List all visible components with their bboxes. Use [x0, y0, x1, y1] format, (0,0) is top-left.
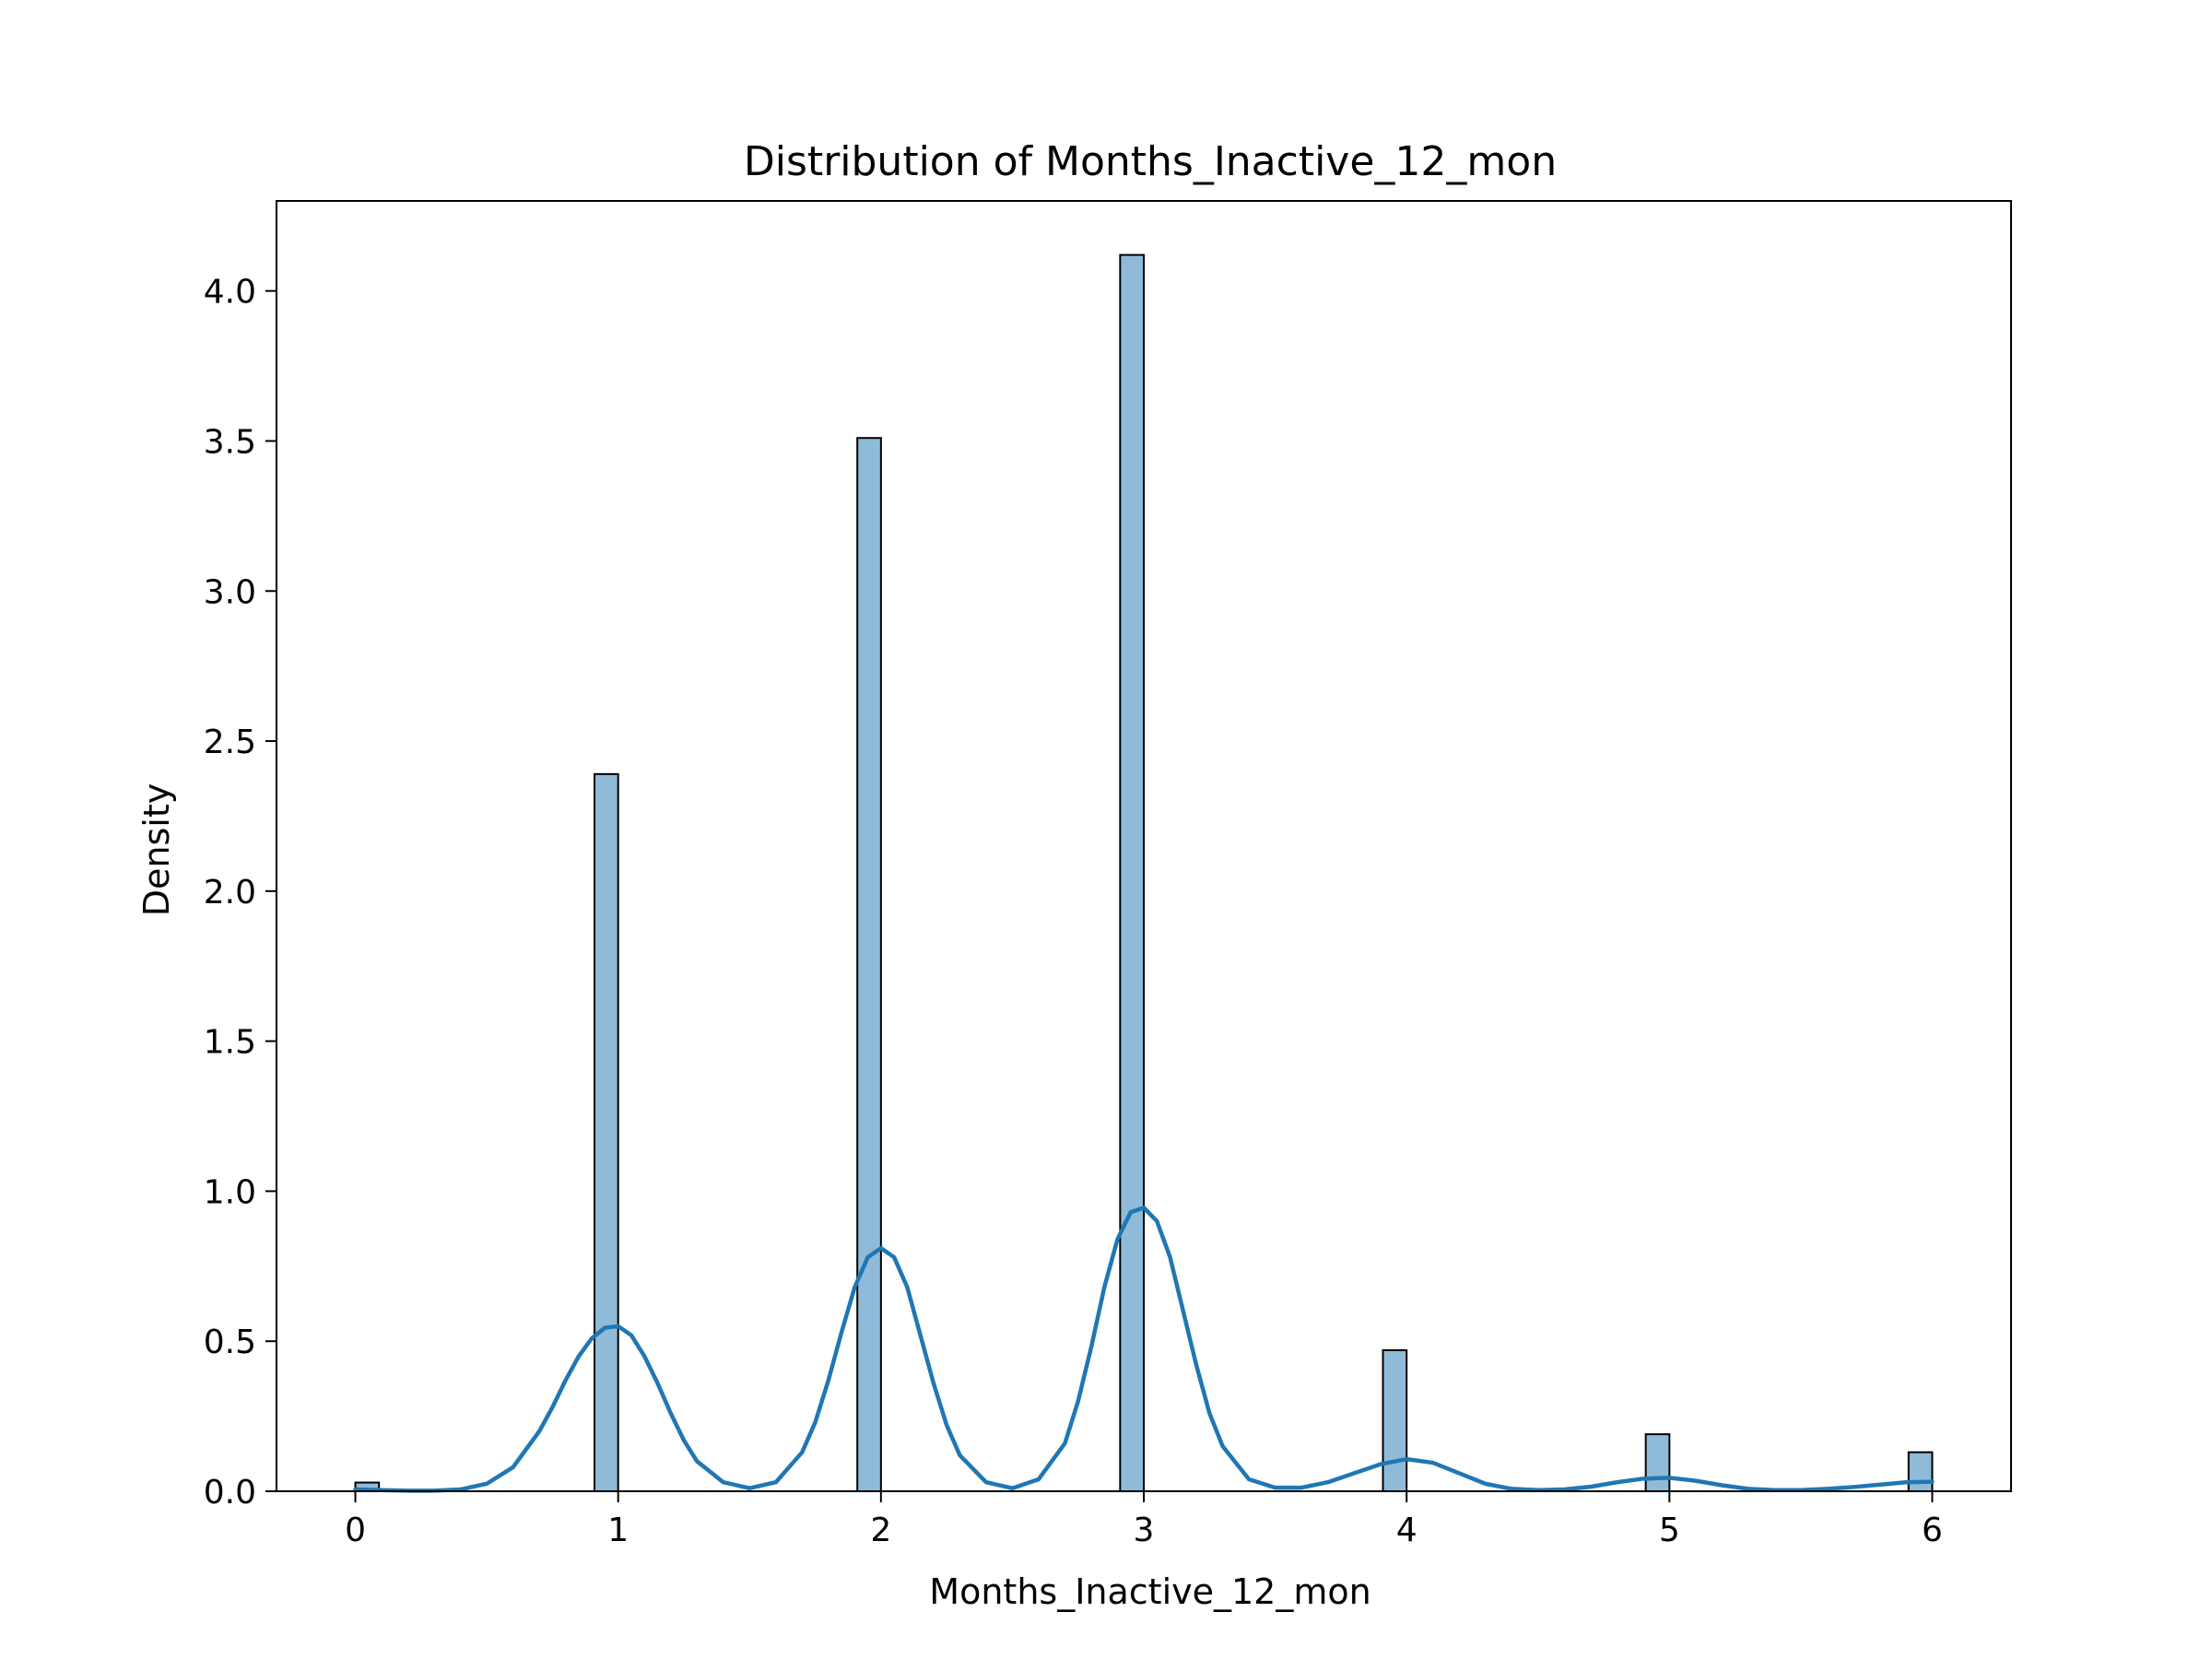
y-tick-label: 1.0	[204, 1173, 256, 1211]
x-axis: 0 1 2 3 4 5 6	[345, 1491, 1943, 1549]
y-axis: 0.0 0.5 1.0 1.5 2.0 2.5 3.0 3.5 4.0	[204, 274, 276, 1512]
x-tick-label: 4	[1396, 1512, 1418, 1549]
y-tick-label: 3.5	[204, 423, 256, 461]
x-tick-label: 0	[345, 1512, 366, 1549]
histogram-bar	[1382, 1348, 1408, 1492]
y-tick-label: 2.5	[204, 724, 256, 761]
x-tick-label: 3	[1134, 1512, 1155, 1549]
kde-curve	[353, 1206, 1935, 1493]
x-tick-label: 2	[870, 1512, 891, 1549]
y-tick-label: 1.5	[204, 1024, 256, 1062]
histogram-bar	[1907, 1451, 1934, 1493]
y-axis-label: Density	[136, 783, 177, 916]
y-tick-label: 3.0	[204, 573, 256, 611]
y-tick-label: 2.0	[204, 874, 256, 912]
histogram-bar	[1119, 253, 1145, 1493]
histogram-bars	[354, 253, 1934, 1493]
chart-title: Distribution of Months_Inactive_12_mon	[744, 138, 1557, 185]
histogram-bar	[1644, 1433, 1671, 1493]
y-tick-label: 0.0	[204, 1474, 256, 1512]
histogram-bar	[856, 437, 882, 1493]
histogram-bar	[594, 772, 619, 1492]
x-tick-label: 5	[1659, 1512, 1680, 1549]
x-axis-label: Months_Inactive_12_mon	[929, 1571, 1371, 1612]
x-tick-label: 6	[1922, 1512, 1943, 1549]
y-tick-label: 4.0	[204, 274, 256, 312]
x-tick-label: 1	[607, 1512, 629, 1549]
y-tick-label: 0.5	[204, 1324, 256, 1361]
